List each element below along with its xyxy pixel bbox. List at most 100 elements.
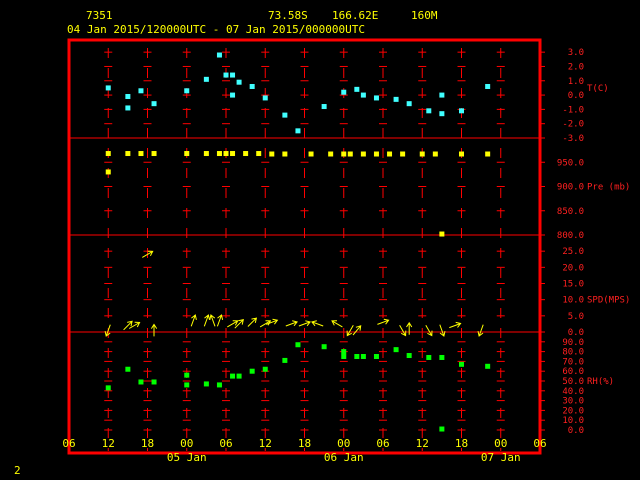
day-label: 06 Jan [324,451,364,464]
premb-point-2 [125,151,131,157]
wind-arrow-5 [190,314,197,327]
x-tick-label: 18 [298,437,311,450]
y-tick-label: 60.0 [562,367,584,377]
station-longitude: 166.62E [332,9,379,22]
day-label: 05 Jan [167,451,207,464]
panel-label: Pre (mb) [587,183,630,193]
rh-point-6 [203,381,209,387]
rh-point-0 [105,385,111,391]
tc-point-8 [223,72,229,78]
wind-arrow-21 [399,324,407,337]
tc-point-27 [485,83,491,89]
time-range: 04 Jan 2015/120000UTC - 07 Jan 2015/0000… [67,23,366,36]
x-tick-label: 06 [219,437,232,450]
x-tick-label: 18 [141,437,154,450]
tc-point-20 [373,95,379,101]
tc-point-13 [262,95,268,101]
wind-arrow-17 [331,320,343,328]
tc-point-22 [406,101,412,107]
y-tick-label: 0.0 [568,328,584,338]
station-latitude: 73.58S [268,9,308,22]
wind-arrow-16 [311,320,324,327]
wind-arrow-18 [346,324,354,337]
rh-point-21 [406,353,412,359]
tc-point-18 [354,86,360,92]
tc-point-19 [360,92,366,98]
tc-point-2 [125,105,131,111]
rh-point-9 [236,373,242,379]
wind-arrow-1 [123,320,133,331]
premb-point-3 [138,151,144,157]
y-tick-label: 25.0 [562,247,584,257]
tc-point-5 [184,88,190,94]
premb-point-0 [105,151,111,157]
rh-point-20 [393,347,399,353]
wind-arrow-22 [406,321,413,335]
wind-arrow-2 [128,321,141,329]
premb-point-8 [223,151,229,157]
premb-point-13 [282,151,288,157]
tc-point-23 [426,108,432,114]
rh-point-19 [373,354,379,359]
wind-arrow-25 [449,321,462,329]
y-tick-label: -3.0 [562,134,584,144]
premb-point-22 [419,151,425,157]
tc-point-12 [249,83,255,89]
rh-point-18 [360,354,366,359]
rh-point-10 [249,368,255,374]
tc-point-4 [151,101,157,107]
premb-point-4 [151,151,157,157]
y-tick-label: 0.0 [568,426,584,436]
premb-point-7 [216,151,222,157]
tc-point-17 [341,89,347,95]
tc-point-15 [295,128,301,134]
tc-point-0 [105,85,111,91]
rh-point-12 [282,357,288,363]
wind-arrow-26 [477,324,484,337]
x-tick-label: 06 [533,437,546,450]
y-tick-label: 80.0 [562,348,584,358]
premb-point-20 [387,151,393,157]
rh-point-1 [125,366,131,372]
y-tick-label: 2.0 [568,62,584,72]
premb-point-17 [347,151,353,157]
wind-arrow-11 [247,317,258,327]
y-tick-label: 5.0 [568,312,584,322]
premb-point-25 [485,151,491,157]
premb-point-26 [439,231,445,237]
rh-point-17 [354,354,360,359]
wind-arrow-13 [266,318,279,325]
x-tick-label: 18 [455,437,468,450]
tc-point-14 [282,112,288,118]
premb-point-6 [203,151,209,157]
premb-point-9 [230,151,236,157]
premb-point-21 [400,151,406,157]
tc-point-10 [230,92,236,98]
premb-point-11 [256,151,262,157]
rh-point-23 [439,354,445,360]
wind-arrow-15 [298,320,311,327]
rh-point-24 [439,426,445,432]
y-tick-label: 10.0 [562,416,584,426]
premb-point-12 [269,151,275,157]
premb-point-15 [328,151,334,157]
panel-label: RH(%) [587,377,614,387]
wind-arrow-23 [425,324,433,337]
tc-point-21 [393,96,399,102]
rh-point-4 [184,382,190,388]
tc-point-11 [236,79,242,85]
premb-point-1 [105,169,111,175]
premb-point-14 [308,151,314,157]
y-tick-label: 950.0 [557,158,584,168]
x-tick-label: 06 [62,437,75,450]
rh-point-15 [341,349,347,355]
tc-point-16 [321,104,327,110]
wind-arrow-0 [104,324,111,337]
station-elevation: 160M [411,9,438,22]
rh-point-2 [138,379,144,385]
y-tick-label: 850.0 [557,207,584,217]
rh-point-3 [151,379,157,385]
y-tick-label: 3.0 [568,48,584,58]
premb-point-19 [373,151,379,157]
x-tick-label: 12 [259,437,272,450]
